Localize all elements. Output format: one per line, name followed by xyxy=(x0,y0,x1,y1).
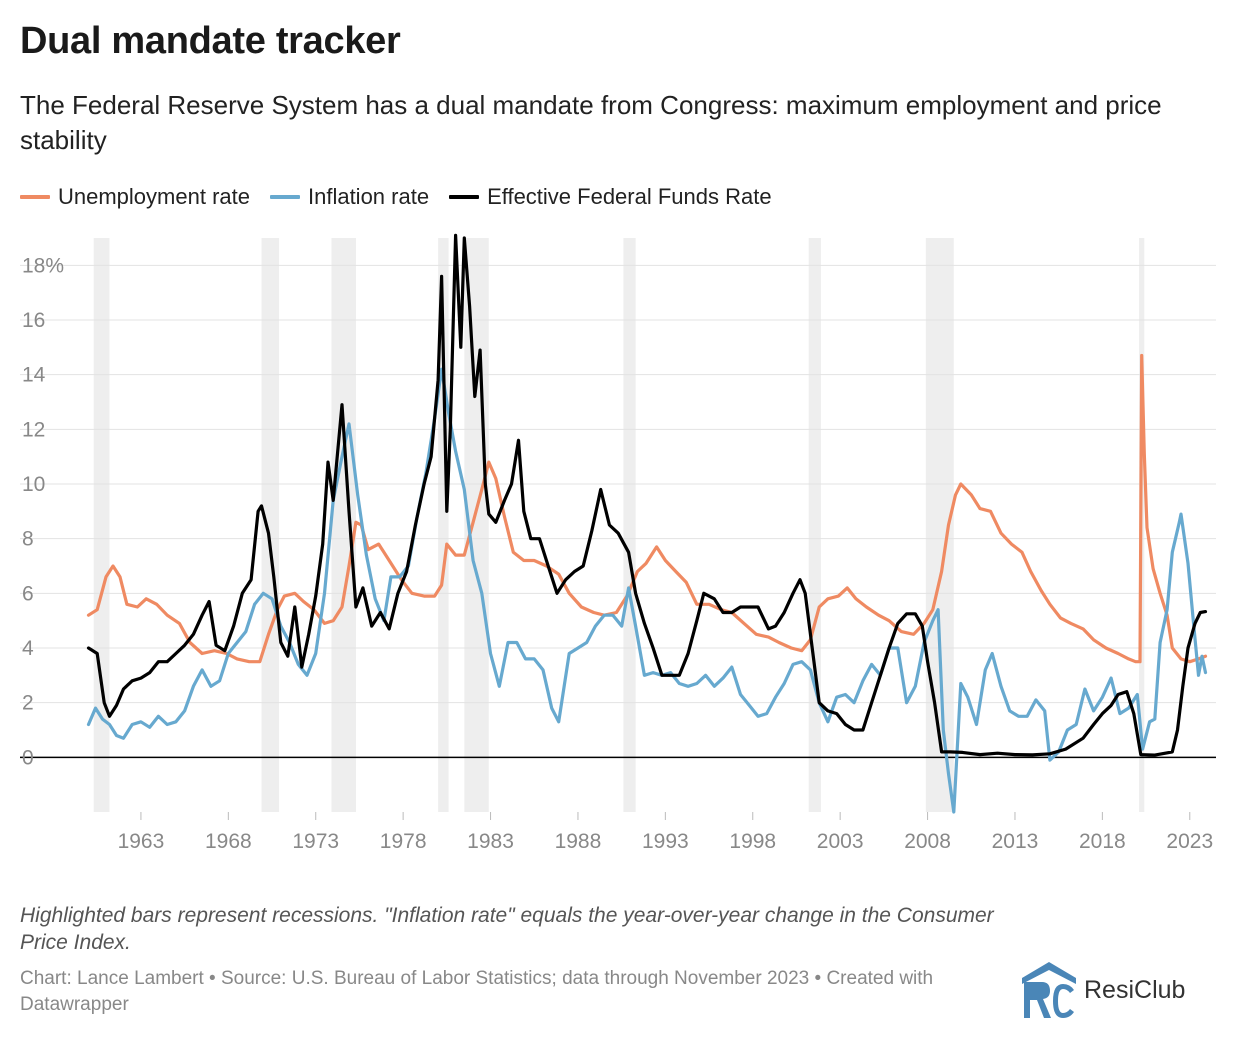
y-tick-label: 0 xyxy=(22,746,34,769)
y-tick-label: 14 xyxy=(22,364,46,387)
x-tick-label: 1998 xyxy=(729,830,776,853)
x-tick-label: 1963 xyxy=(118,830,165,853)
x-tick-label: 1968 xyxy=(205,830,252,853)
y-tick-label: 12 xyxy=(22,418,45,441)
legend-label-inflation: Inflation rate xyxy=(307,184,430,209)
legend-label-fed-funds: Effective Federal Funds Rate xyxy=(487,184,772,209)
x-tick-label: 1973 xyxy=(292,830,339,853)
chart-credit: Chart: Lance Lambert • Source: U.S. Bure… xyxy=(20,968,934,1015)
legend: Unemployment rate Inflation rate Effecti… xyxy=(20,182,792,212)
x-tick-label: 1983 xyxy=(467,830,514,853)
resiclub-logo-icon xyxy=(1022,962,1076,1018)
x-tick-label: 1988 xyxy=(555,830,602,853)
y-tick-label: 16 xyxy=(22,309,45,332)
x-tick-label: 2003 xyxy=(817,830,864,853)
y-tick-label: 8 xyxy=(22,528,34,551)
x-tick-label: 2013 xyxy=(992,830,1039,853)
legend-item-fed-funds: Effective Federal Funds Rate xyxy=(449,184,772,210)
legend-swatch-inflation xyxy=(269,195,300,199)
legend-swatch-fed-funds xyxy=(449,195,480,199)
chart-title: Dual mandate tracker xyxy=(20,20,401,62)
x-tick-label: 2023 xyxy=(1166,830,1213,853)
recession-bar xyxy=(331,238,356,812)
resiclub-logo: ResiClub xyxy=(1020,960,1220,1020)
legend-swatch-unemployment xyxy=(20,195,50,199)
y-tick-label: 10 xyxy=(22,473,45,496)
x-tick-label: 2008 xyxy=(904,830,951,853)
legend-label-unemployment: Unemployment rate xyxy=(58,184,250,209)
x-tick-label: 2018 xyxy=(1079,830,1126,853)
recession-bar xyxy=(438,238,449,812)
legend-item-unemployment: Unemployment rate xyxy=(20,184,250,210)
series-line-inflation-rate xyxy=(86,367,1208,814)
legend-item-inflation: Inflation rate xyxy=(269,184,430,210)
series-line-unemployment-rate xyxy=(86,353,1208,664)
logo-text: ResiClub xyxy=(1084,975,1186,1004)
x-tick-label: 1993 xyxy=(642,830,689,853)
recession-bar xyxy=(808,238,821,812)
x-tick-label: 1978 xyxy=(380,830,427,853)
y-tick-label: 6 xyxy=(22,582,34,605)
y-tick-label: 18% xyxy=(22,254,64,277)
recession-bar xyxy=(261,238,280,812)
series-line-effective-federal-funds-rate xyxy=(86,233,1208,757)
recession-bar xyxy=(623,238,636,812)
chart-notes: Highlighted bars represent recessions. "… xyxy=(20,904,994,954)
chart-subtitle: The Federal Reserve System has a dual ma… xyxy=(20,90,1162,155)
y-tick-label: 4 xyxy=(22,637,34,660)
recession-bar xyxy=(93,238,110,812)
line-chart: 0 2 4 6 8 10 12 14 16 18% 1963 1968 1973 1978 1983 1988… xyxy=(20,233,1216,853)
y-tick-label: 2 xyxy=(22,692,34,715)
